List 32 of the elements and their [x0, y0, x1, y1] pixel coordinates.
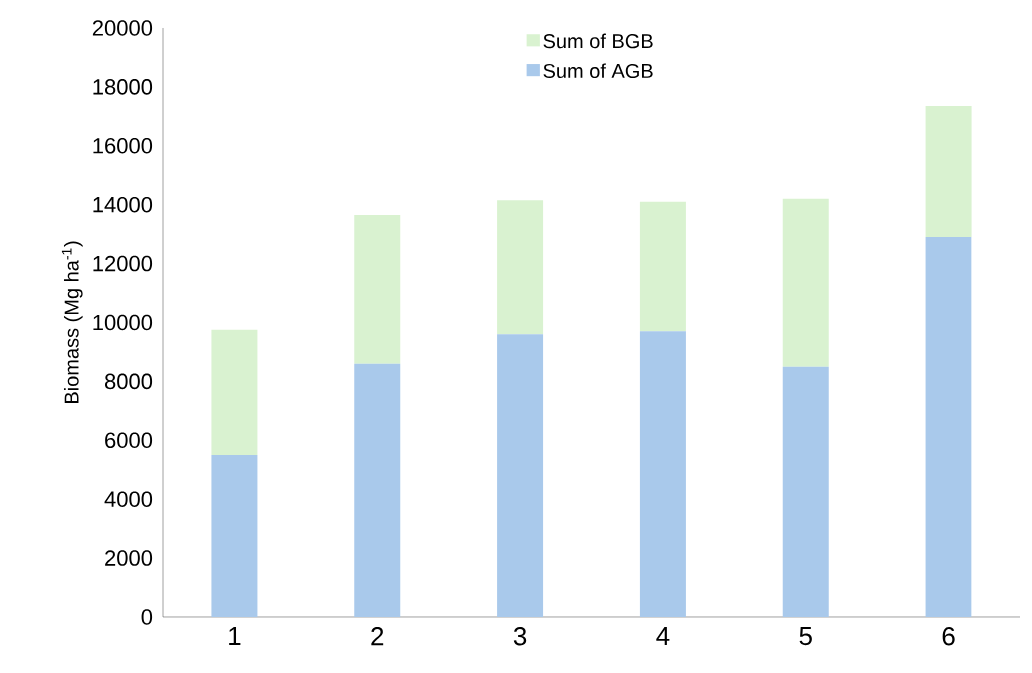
- bar: [211, 329, 258, 456]
- x-tick-label: 4: [656, 627, 670, 645]
- bar: [639, 201, 686, 332]
- x-tick-label: 5: [799, 627, 812, 646]
- bar: [782, 366, 829, 617]
- bar: [497, 334, 544, 617]
- y-tick-label: 12000: [93, 255, 153, 272]
- bar: [211, 455, 258, 617]
- x-tick-label: 6: [942, 627, 955, 646]
- y-tick-label: 20000: [92, 20, 153, 36]
- y-tick-label: 8000: [104, 373, 153, 390]
- bar: [497, 200, 544, 335]
- y-tick-label: 6000: [105, 432, 153, 449]
- bar: [354, 363, 401, 617]
- y-tick-label: 14000: [93, 196, 153, 213]
- x-tick-label: 1: [229, 627, 241, 645]
- y-tick-label: 18000: [93, 79, 153, 95]
- y-tick-label: 0: [141, 609, 153, 625]
- bar: [354, 215, 401, 364]
- legend-label: Sum of AGB: [543, 63, 653, 79]
- y-tick-label: 4000: [104, 491, 153, 507]
- y-axis-title: Biomass (Mg ha$^{-1}$): [61, 241, 83, 403]
- bar: [925, 237, 972, 617]
- bar: [925, 106, 972, 238]
- x-tick-label: 2: [371, 627, 384, 646]
- y-tick-label: 2000: [105, 550, 153, 566]
- bar: [782, 198, 829, 367]
- bar: [639, 331, 686, 617]
- y-tick-label: 16000: [93, 137, 153, 154]
- x-tick-label: 3: [513, 627, 527, 646]
- y-tick-label: 10000: [93, 314, 153, 331]
- legend-label: Sum of BGB: [543, 33, 653, 49]
